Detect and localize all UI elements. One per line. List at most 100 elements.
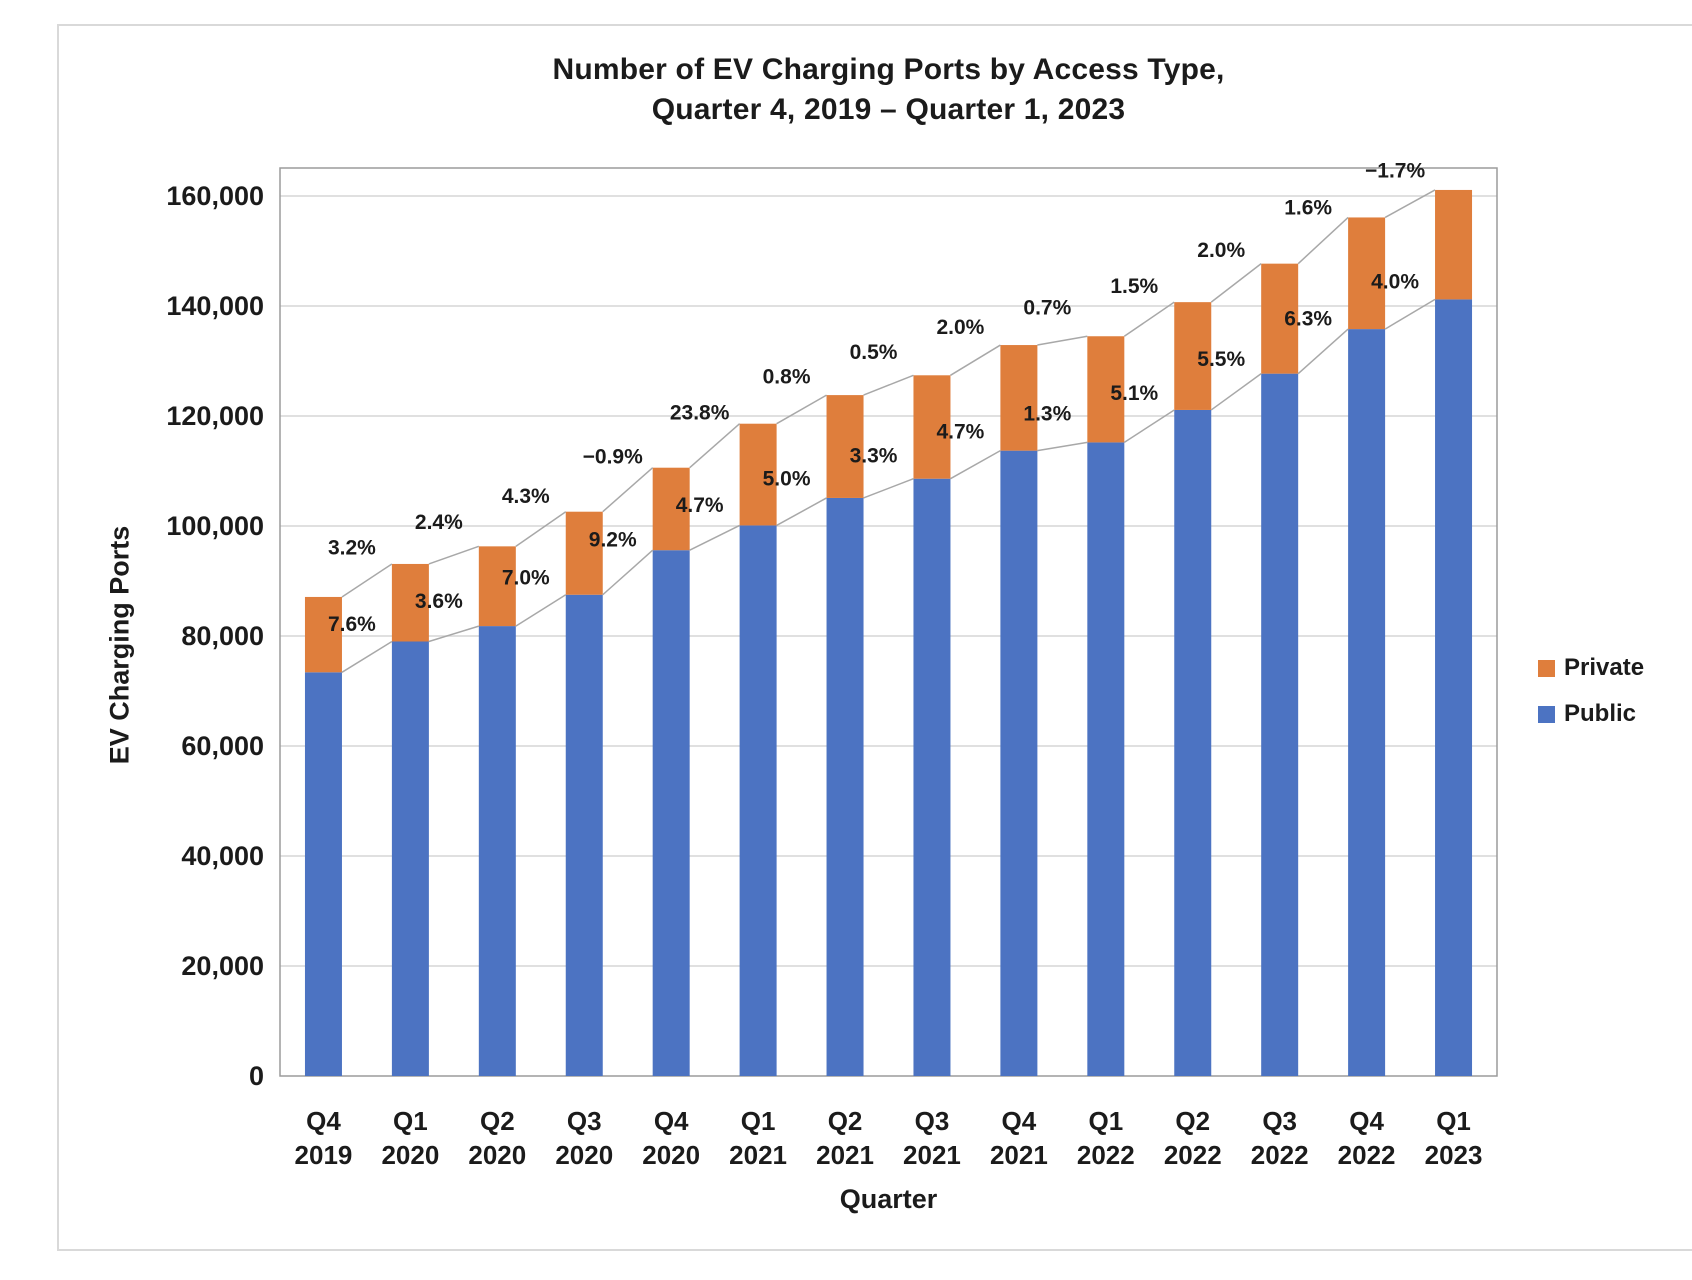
bar-private-segment: [391, 563, 429, 642]
total-connector-line: [428, 545, 480, 565]
public-growth-label: 4.0%: [1371, 270, 1419, 293]
bar-public-segment: [652, 550, 690, 1076]
public-growth-label: 7.6%: [328, 613, 376, 636]
private-growth-label: 1.6%: [1284, 197, 1332, 220]
x-tick-label: Q1 2022: [1077, 1106, 1135, 1170]
bar-private-segment: [1000, 345, 1038, 451]
x-tick-label: Q2 2021: [816, 1106, 874, 1170]
private-growth-label: 3.2%: [328, 536, 376, 559]
public-growth-label: 1.3%: [1023, 403, 1071, 426]
bar-public-segment: [913, 478, 951, 1076]
chart-title-line1: Number of EV Charging Ports by Access Ty…: [552, 53, 1225, 86]
total-connector-line: [1210, 263, 1262, 303]
y-tick-label: 100,000: [166, 511, 264, 541]
x-tick-label: Q1 2023: [1425, 1106, 1483, 1170]
bar-public-segment: [1261, 373, 1299, 1076]
public-growth-label: 3.6%: [415, 590, 463, 613]
bar-public-segment: [304, 672, 342, 1076]
private-growth-label: 2.4%: [415, 511, 463, 534]
total-connector-line: [341, 563, 393, 598]
private-growth-label: −1.7%: [1365, 160, 1425, 183]
bar-public-segment: [565, 594, 603, 1076]
legend-label-public: Public: [1564, 700, 1637, 727]
x-tick-label: Q4 2021: [990, 1106, 1048, 1170]
bar-private-segment: [304, 596, 342, 673]
y-tick-label: 0: [249, 1061, 264, 1091]
bar-private-segment: [913, 375, 951, 479]
legend-item-private: Private: [1538, 656, 1644, 680]
public-growth-label: 7.0%: [502, 566, 550, 589]
bar-private-segment: [1435, 189, 1473, 300]
bar-public-segment: [1348, 329, 1386, 1077]
x-tick-label: Q2 2022: [1164, 1106, 1222, 1170]
public-connector-line: [776, 497, 827, 527]
y-tick-label: 40,000: [181, 841, 264, 871]
public-connector-line: [950, 449, 1001, 480]
bar-public-segment: [739, 525, 777, 1076]
public-connector-line: [1297, 328, 1349, 375]
chart-title: Number of EV Charging Ports by Access Ty…: [280, 50, 1497, 130]
public-connector-line: [428, 625, 480, 643]
private-growth-label: 0.8%: [763, 365, 811, 388]
y-tick-label: 140,000: [166, 291, 264, 321]
bar-private-segment: [1348, 217, 1386, 330]
y-tick-label: 120,000: [166, 401, 264, 431]
public-connector-line: [515, 594, 567, 627]
x-tick-label: Q1 2020: [381, 1106, 439, 1170]
public-growth-label: 6.3%: [1284, 307, 1332, 330]
bar-private-segment: [826, 395, 864, 498]
legend-item-public: Public: [1538, 702, 1644, 726]
chart-title-line2: Quarter 4, 2019 – Quarter 1, 2023: [651, 93, 1126, 126]
public-growth-label: 5.5%: [1197, 348, 1245, 371]
total-connector-line: [1297, 216, 1349, 265]
x-axis-title: Quarter: [839, 1184, 938, 1214]
y-tick-label: 60,000: [181, 731, 264, 761]
x-tick-label: Q4 2020: [642, 1106, 700, 1170]
public-growth-label: 4.7%: [936, 421, 984, 444]
bar-private-segment: [1087, 336, 1125, 443]
total-connector-line: [1123, 301, 1175, 337]
private-growth-label: 0.7%: [1023, 297, 1071, 320]
bar-private-segment: [739, 423, 777, 526]
public-connector-line: [341, 640, 393, 673]
total-connector-line: [689, 423, 741, 469]
bar-private-segment: [1261, 263, 1299, 374]
bar-public-segment: [826, 497, 864, 1076]
bar-private-segment: [1174, 302, 1212, 410]
bar-private-segment: [478, 546, 516, 627]
public-connector-line: [1210, 373, 1262, 411]
bar-public-segment: [478, 626, 516, 1076]
public-connector-line: [1037, 441, 1088, 452]
y-tick-label: 160,000: [166, 181, 264, 211]
private-series-swatch-icon: [1538, 659, 1555, 677]
private-growth-label: 23.8%: [670, 402, 730, 425]
public-series-swatch-icon: [1538, 705, 1555, 723]
total-connector-line: [776, 394, 827, 425]
bar-public-segment: [1174, 409, 1212, 1076]
bar-public-segment: [1000, 450, 1038, 1076]
total-connector-line: [1384, 189, 1436, 219]
x-tick-label: Q4 2019: [295, 1106, 353, 1170]
x-tick-label: Q3 2022: [1251, 1106, 1309, 1170]
public-growth-label: 4.7%: [676, 494, 724, 517]
public-connector-line: [1123, 409, 1175, 444]
total-connector-line: [602, 467, 654, 513]
total-connector-line: [950, 344, 1001, 376]
private-growth-label: −0.9%: [583, 446, 643, 469]
public-growth-label: 9.2%: [589, 528, 637, 551]
bar-private-segment: [565, 511, 603, 595]
public-growth-label: 3.3%: [850, 444, 898, 467]
bar-public-segment: [391, 641, 429, 1076]
public-connector-line: [863, 478, 914, 499]
y-tick-label: 80,000: [181, 621, 264, 651]
public-connector-line: [1384, 298, 1436, 330]
x-tick-label: Q1 2021: [729, 1106, 787, 1170]
public-growth-label: 5.0%: [763, 468, 811, 491]
total-connector-line: [1037, 335, 1088, 346]
private-growth-label: 4.3%: [502, 485, 550, 508]
public-growth-label: 5.1%: [1110, 382, 1158, 405]
bar-public-segment: [1435, 299, 1473, 1076]
x-tick-label: Q3 2020: [555, 1106, 613, 1170]
private-growth-label: 2.0%: [1197, 239, 1245, 262]
